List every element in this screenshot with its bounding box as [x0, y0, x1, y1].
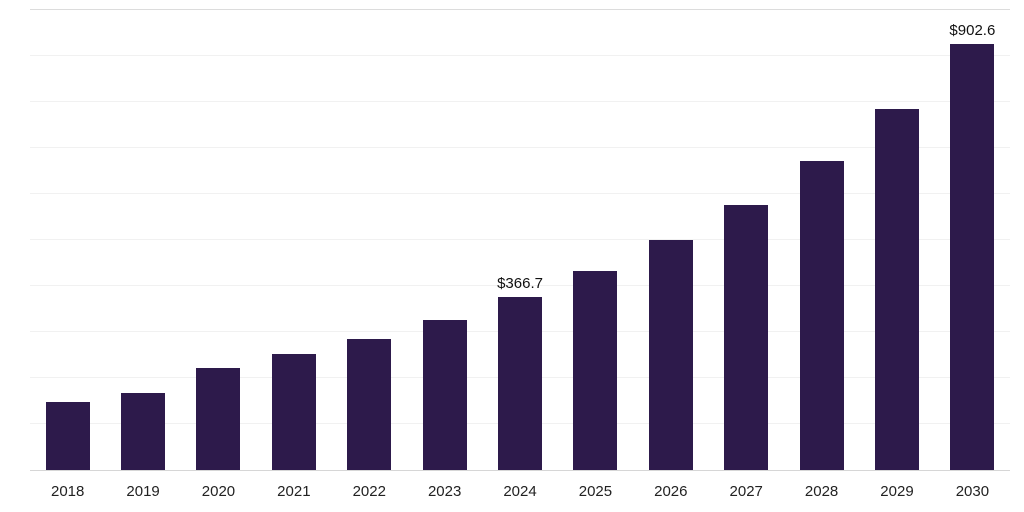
bar-2027: [724, 204, 769, 470]
bar-column-2023: [407, 10, 482, 470]
bar-2024: $366.7: [497, 275, 543, 470]
plot-area: $366.7 $902.6: [30, 9, 1010, 471]
bar-column-2024: $366.7: [482, 10, 557, 470]
bar-column-2018: [30, 10, 105, 470]
bar-2019: [121, 393, 166, 470]
x-axis-label-2023: 2023: [427, 483, 462, 500]
x-axis-label-2028: 2028: [804, 483, 839, 500]
bar-column-2025: [558, 10, 633, 470]
bar-2023: [422, 319, 467, 470]
x-axis-label-2027: 2027: [729, 483, 763, 500]
bar-value-label-2030: $902.6: [949, 22, 996, 40]
bar-2025: [573, 270, 618, 470]
bar-value-label-2024: $366.7: [497, 275, 543, 292]
x-axis: 2018 2019 2020 2021 2022 2023 2024 2025 2026 2027…: [30, 471, 1010, 500]
bar-column-2019: [105, 10, 180, 470]
x-axis-label-2020: 2020: [201, 483, 236, 500]
bar-2018: [45, 402, 90, 470]
bar-column-2030: $902.6: [935, 10, 1010, 470]
x-axis-label-2022: 2022: [352, 483, 386, 500]
bar-column-2022: [332, 10, 407, 470]
bar-2029: [874, 108, 919, 470]
bar-2028: [799, 160, 844, 470]
x-axis-label-2030: 2030: [955, 483, 990, 500]
x-axis-label-2021: 2021: [277, 483, 311, 500]
x-axis-label-2026: 2026: [654, 483, 688, 500]
bar-chart: $366.7 $902.6 2018 2019 2020 2021 2022 2023 202…: [30, 9, 1010, 500]
bar-2020: [196, 368, 241, 470]
bar-column-2020: [181, 10, 256, 470]
bar-2026: [648, 239, 693, 470]
bar-column-2027: [709, 10, 784, 470]
bar-2021: [271, 353, 316, 470]
x-axis-label-2025: 2025: [578, 483, 613, 500]
x-axis-label-2029: 2029: [880, 483, 914, 500]
x-axis-label-2024: 2024: [503, 483, 537, 500]
bar-column-2026: [633, 10, 708, 470]
bar-column-2028: [784, 10, 859, 470]
bar-2022: [347, 339, 392, 470]
bar-2030: $902.6: [949, 22, 995, 470]
bar-column-2029: [859, 10, 934, 470]
bar-column-2021: [256, 10, 331, 470]
x-axis-label-2019: 2019: [126, 483, 160, 500]
x-axis-label-2018: 2018: [51, 483, 85, 500]
